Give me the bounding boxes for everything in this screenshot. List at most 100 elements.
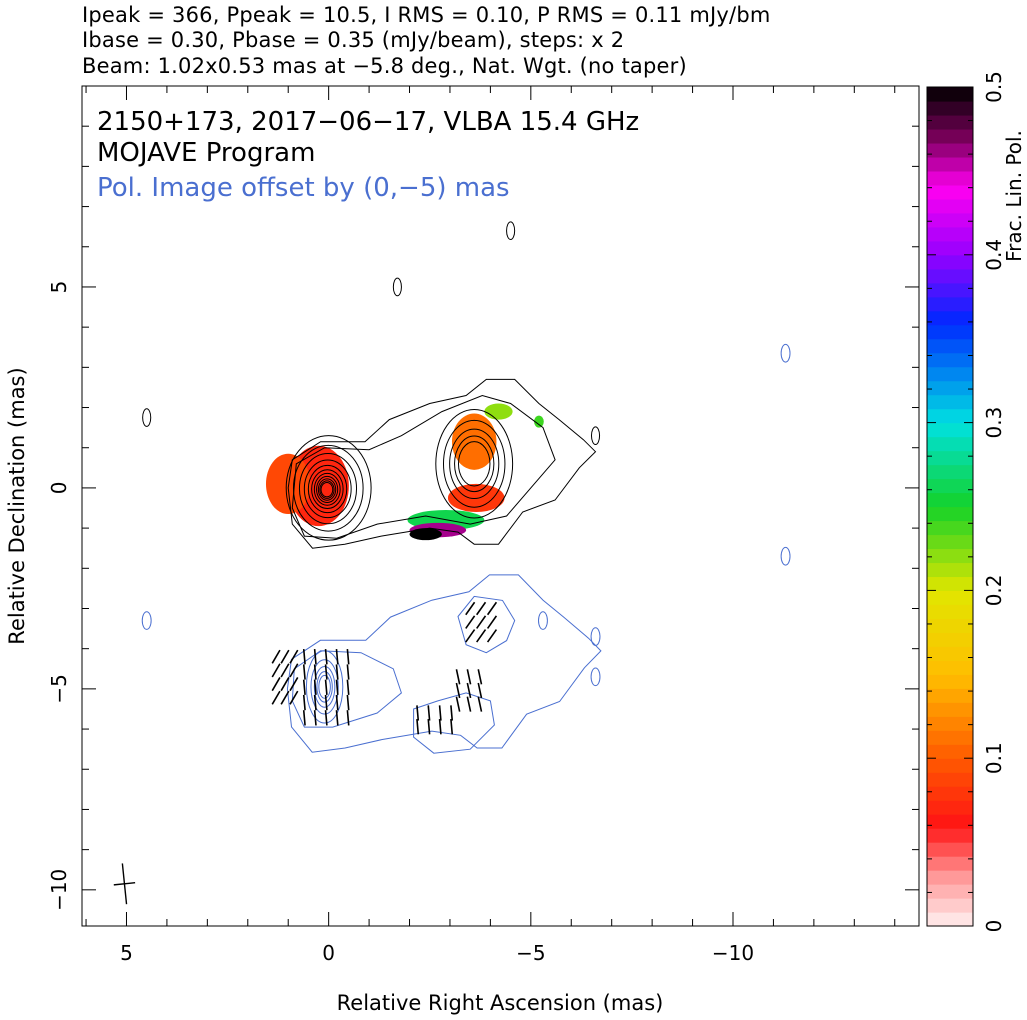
- colorbar-segment: [927, 562, 973, 578]
- colorbar-segment: [927, 282, 973, 298]
- evpa-stick: [313, 694, 317, 711]
- colorbar-segment: [927, 198, 973, 214]
- evpa-stick: [346, 694, 350, 711]
- x-tick-label: −10: [712, 941, 754, 965]
- pol-contour-core-inner: [305, 650, 344, 724]
- colorbar-segment: [927, 814, 973, 829]
- y-tick-label: −10: [47, 869, 71, 911]
- evpa-stick: [289, 690, 299, 705]
- evpa-stick: [313, 664, 317, 680]
- evpa-stick: [289, 677, 299, 692]
- colorbar-segment: [927, 870, 973, 885]
- pol-contour-core-inner: [318, 674, 331, 699]
- colorbar-segment: [927, 254, 973, 270]
- evpa-stick: [302, 649, 306, 665]
- evpa-stick: [313, 649, 317, 665]
- evpa-stick: [455, 696, 461, 712]
- evpa-stick: [271, 690, 281, 705]
- colorbar-segment: [927, 884, 973, 899]
- evpa-stick: [486, 629, 498, 643]
- colorbar-segment: [927, 394, 973, 410]
- pol-contour-isolated: [780, 546, 791, 566]
- evpa-stick: [271, 663, 281, 678]
- colorbar-segment: [927, 114, 973, 130]
- evpa-stick: [476, 615, 487, 629]
- evpa-stick: [280, 649, 290, 664]
- intensity-contour-isolated: [590, 426, 601, 446]
- evpa-stick: [346, 710, 350, 726]
- pol-offset-note: Pol. Image offset by (0,−5) mas: [97, 173, 510, 203]
- colorbar-segment: [927, 506, 973, 522]
- evpa-stick: [335, 710, 339, 726]
- colorbar-segment: [927, 674, 973, 689]
- evpa-stick: [466, 682, 472, 699]
- evpa-stick: [465, 629, 476, 643]
- colorbar-segment: [927, 604, 973, 619]
- x-tick-label: −5: [516, 941, 545, 965]
- pol-contour-core-inner: [316, 671, 333, 703]
- colorbar-segment: [927, 142, 973, 158]
- evpa-stick: [486, 615, 498, 629]
- evpa-stick: [313, 710, 317, 726]
- intensity-contour-core: [317, 478, 337, 501]
- intensity-contours: [142, 221, 601, 549]
- y-tick-label: 0: [47, 482, 71, 495]
- y-tick-label: −5: [47, 674, 71, 703]
- evpa-stick: [302, 694, 306, 711]
- intensity-contour-core: [311, 469, 344, 510]
- evpa-stick: [271, 677, 281, 692]
- pol-contour-core-inner: [310, 659, 339, 715]
- colorbar-segment: [927, 226, 973, 242]
- colorbar-tick-label: 0.2: [982, 574, 1006, 606]
- source-title: 2150+173, 2017−06−17, VLBA 15.4 GHz: [97, 107, 639, 137]
- colorbar-segment: [927, 324, 973, 340]
- intensity-contour-knot: [435, 409, 514, 519]
- colorbar-segment: [927, 240, 973, 256]
- colorbar-segment: [927, 786, 973, 801]
- evpa-stick: [335, 664, 339, 680]
- evpa-stick: [335, 694, 339, 711]
- evpa-stick: [280, 663, 290, 678]
- intensity-contour-outer: [287, 378, 597, 549]
- colorbar-segment: [927, 408, 973, 424]
- colorbar-frame: [926, 86, 974, 927]
- colorbar-segment: [927, 170, 973, 186]
- colorbar-tick-label: 0.3: [982, 407, 1006, 439]
- pol-contour-isolated: [538, 611, 548, 630]
- colorbar-segment: [927, 912, 973, 927]
- evpa-stick: [302, 664, 306, 680]
- evpa-stick: [477, 669, 483, 685]
- beam-minor-axis: [113, 882, 136, 886]
- x-tick-label: 5: [120, 941, 133, 965]
- colorbar-segment: [927, 688, 973, 703]
- intensity-contour-core: [285, 435, 372, 541]
- evpa-stick: [289, 663, 299, 678]
- intensity-contour-core: [316, 475, 339, 503]
- header-line-1: Ipeak = 366, Ppeak = 10.5, I RMS = 0.10,…: [82, 3, 771, 27]
- evpa-stick: [450, 705, 454, 721]
- colorbar-segment: [927, 898, 973, 913]
- colorbar-segment: [927, 492, 973, 508]
- evpa-stick: [302, 710, 306, 726]
- intensity-contour-core: [307, 464, 348, 514]
- x-tick-label: 0: [322, 941, 335, 965]
- colorbar-segment: [927, 772, 973, 787]
- intensity-contour-core: [313, 472, 341, 506]
- intensity-contour-isolated: [142, 408, 152, 427]
- pol-patch-inner-jet: [265, 453, 311, 515]
- evpa-stick: [335, 649, 339, 665]
- colorbar-segment: [927, 758, 973, 773]
- colorbar-segment: [927, 478, 973, 494]
- colorbar-segment: [927, 534, 973, 550]
- colorbar-segment: [927, 520, 973, 536]
- evpa-stick: [324, 649, 328, 665]
- intensity-contour-isolated: [392, 277, 402, 297]
- evpa-stick: [280, 677, 290, 692]
- program-title: MOJAVE Program: [97, 138, 315, 168]
- evpa-stick: [335, 679, 339, 695]
- colorbar-label: Frac. Lin. Pol.: [1002, 130, 1026, 262]
- pol-patch-knot-edge: [484, 403, 513, 420]
- colorbar-segment: [927, 464, 973, 480]
- colorbar-segment: [927, 702, 973, 717]
- pol-contour-core: [291, 650, 402, 728]
